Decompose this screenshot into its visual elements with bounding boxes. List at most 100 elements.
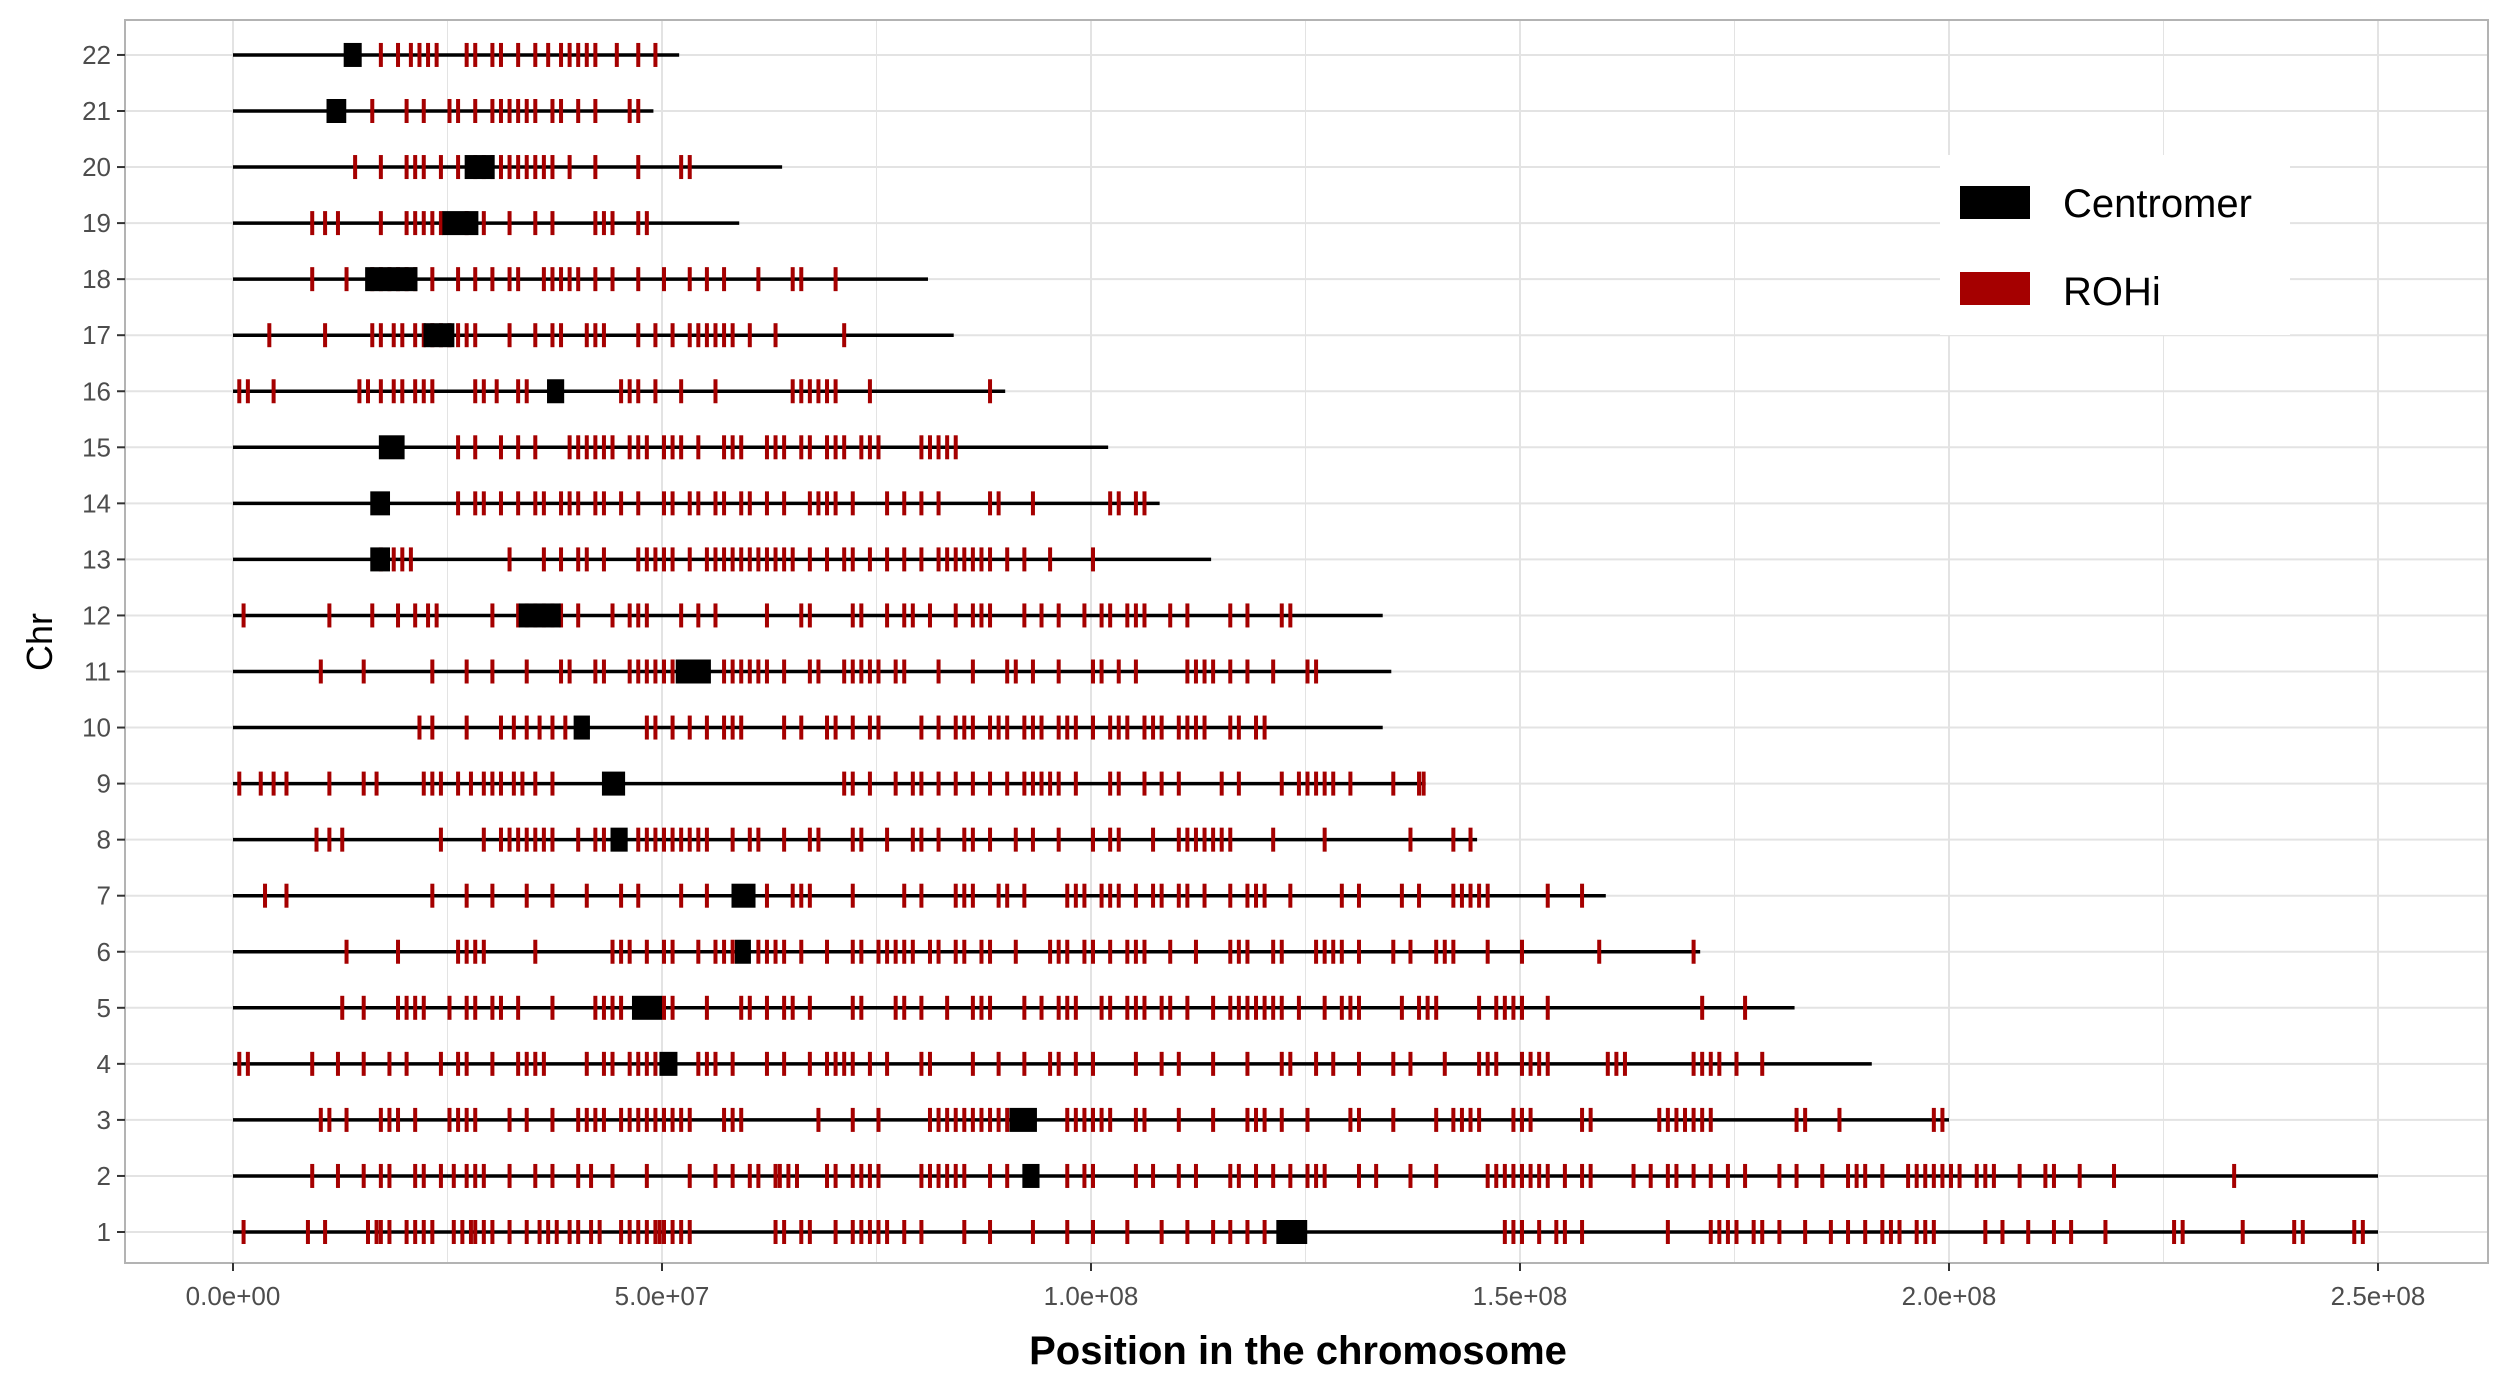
rohi-segment [2112,1163,2117,1188]
rohi-segment [1485,939,1490,964]
rohi-segment [876,1220,881,1244]
rohi-segment [593,99,598,123]
rohi-segment [524,1107,529,1132]
rohi-segment [1056,1051,1061,1076]
rohi-segment [610,1163,615,1188]
rohi-segment [1322,827,1327,852]
rohi-segment [1013,827,1018,852]
rohi-segment [2172,1220,2177,1244]
rohi-segment [597,1220,602,1244]
rohi-segment [1279,995,1284,1020]
rohi-segment [524,155,529,180]
y-tick-label: 3 [97,1105,111,1135]
rohi-segment [378,211,383,236]
rohi-segment [1528,1107,1533,1132]
rohi-segment [662,1220,666,1244]
rohi-segment [464,1051,469,1076]
rohi-segment [1176,883,1181,908]
rohi-segment [1185,1220,1190,1244]
rohi-segment [464,1107,469,1132]
rohi-segment [237,771,242,796]
rohi-segment [679,1107,684,1132]
rohi-segment [451,1163,456,1188]
rohi-segment [1820,1163,1825,1188]
rohi-segment [799,267,804,292]
rohi-segment [593,267,598,292]
rohi-segment [614,42,619,67]
rohi-segment [636,659,641,684]
rohi-segment [481,1163,486,1188]
rohi-segment [340,827,345,852]
rohi-segment [945,995,950,1020]
rohi-segment [670,827,675,852]
rohi-segment [773,323,778,348]
rohi-segment [927,1107,932,1132]
rohi-segment [1434,1163,1439,1188]
rohi-segment [747,659,752,684]
rohi-segment [1391,1051,1396,1076]
rohi-segment [1743,1163,1748,1188]
rohi-segment [902,1220,907,1244]
rohi-segment [988,603,993,628]
rohi-segment [421,211,426,236]
rohi-segment [619,1220,624,1244]
rohi-segment [1743,995,1748,1020]
rohi-segment [1236,995,1241,1020]
y-tick-label: 18 [82,264,111,294]
y-tick-label: 8 [97,825,111,855]
rohi-segment [687,491,692,516]
rohi-segment [1262,1220,1267,1244]
rohi-segment [1511,995,1516,1020]
rohi-segment [2051,1220,2056,1244]
x-tick-label: 1.0e+08 [1044,1281,1139,1311]
rohi-segment [533,491,538,516]
rohi-segment [653,1107,658,1132]
rohi-segment [850,491,855,516]
rohi-segment [550,323,555,348]
rohi-segment [593,1107,598,1132]
rohi-segment [644,827,649,852]
rohi-segment [867,547,872,572]
rohi-segment [730,1163,735,1188]
rohi-segment [310,1051,315,1076]
chromosome-11 [233,659,1392,684]
rohi-segment [782,1051,787,1076]
rohi-segment [460,1220,465,1244]
rohi-segment [2352,1220,2357,1244]
rohi-segment [541,267,546,292]
rohi-segment [902,603,907,628]
rohi-segment [1451,883,1456,908]
rohi-segment [456,99,461,123]
rohi-segment [1674,1163,1679,1188]
rohi-segment [739,715,744,740]
centromere-block [442,211,479,236]
rohi-segment [644,211,649,236]
rohi-segment [456,323,461,348]
rohi-segment [1125,715,1130,740]
rohi-segment [670,1107,675,1132]
rohi-segment [610,267,615,292]
rohi-segment [1254,883,1259,908]
rohi-segment [1331,1051,1336,1076]
rohi-segment [1005,1163,1010,1188]
rohi-segment [825,435,830,460]
rohi-segment [1022,1051,1027,1076]
rohi-segment [953,547,958,572]
rohi-segment [430,379,435,404]
rohi-segment [1048,939,1053,964]
rohi-segment [1897,1220,1902,1244]
rohi-segment [988,491,993,516]
rohi-segment [1528,1163,1533,1188]
rohi-segment [1734,1220,1739,1244]
x-axis-title: Position in the chromosome [1029,1329,1567,1373]
rohi-segment [601,1107,606,1132]
rohi-segment [782,491,787,516]
rohi-segment [524,883,529,908]
rohi-segment [1133,883,1138,908]
rohi-segment [644,603,649,628]
rohi-segment [850,547,855,572]
rohi-segment [619,883,624,908]
rohi-segment [464,1163,469,1188]
rohi-segment [1331,939,1336,964]
rohi-segment [378,1163,383,1188]
